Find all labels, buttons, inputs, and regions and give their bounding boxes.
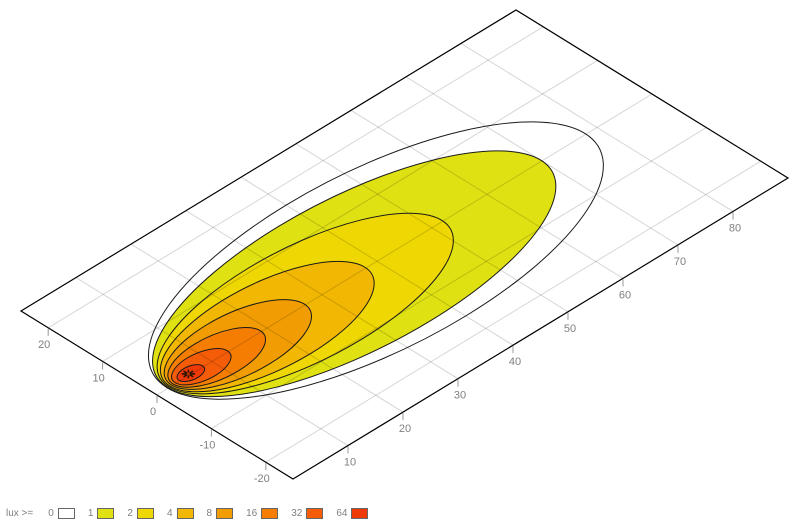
isolux-contour-1 [91,113,617,434]
legend-swatch [351,507,369,519]
legend-title: lux >= [6,507,34,519]
legend-entry: 16 [246,507,279,519]
legend-entry-label: 4 [166,507,173,519]
legend-swatch [176,507,194,519]
legend-swatch [97,507,115,519]
grid-line-x [351,110,623,278]
lamp-marker-center [186,372,191,376]
isolux-contour-2 [111,185,499,422]
legend-entry-label: 8 [206,507,213,519]
legend-entry-label: 0 [48,507,54,519]
legend-swatch [306,507,324,519]
grid-line-x [186,211,458,379]
plane-border [21,10,788,479]
legend-entry: 0 [48,507,75,519]
x-axis-tick-label: 10 [344,457,356,469]
grid-line-y [103,60,598,361]
legend-entry: 2 [127,507,154,519]
legend-swatch [216,507,234,519]
isolux-contour-0 [77,78,675,443]
isolux-contour-16 [151,317,282,397]
legend-entry-label: 32 [291,507,303,519]
x-axis-tick-label: 20 [399,423,411,435]
plane-group [21,10,788,479]
isolux-contour-64 [172,362,210,385]
y-axis-tick-label: -20 [254,473,270,485]
legend-entry: 1 [87,507,115,519]
y-axis-tick-label: 10 [92,372,104,384]
x-axis-tick-label: 80 [729,222,741,234]
grid-line-y [266,161,761,462]
y-axis-tick-label: -10 [199,440,215,452]
legend-entry-label: 2 [127,507,133,519]
lamp-marker-icon [181,369,196,379]
x-axis-tick-label: 60 [619,289,631,301]
x-axis-tick-label: 50 [564,323,576,335]
grid-line-y [48,27,543,328]
legend: lux >= 0 1 2 4 8 16 32 64 [6,503,369,523]
isolux-contour-32 [161,342,242,391]
legend-entry: 4 [166,507,194,519]
grid-line-x [76,278,348,446]
legend-entry: 64 [336,507,369,519]
legend-swatch [57,507,75,519]
legend-entry: 32 [291,507,324,519]
legend-entry-label: 64 [336,507,348,519]
isolux-contour-4 [126,240,408,412]
y-axis-tick-label: 20 [38,339,50,351]
x-axis-tick-label: 40 [509,356,521,368]
grid-line-x [296,144,568,312]
legend-entry: 8 [206,507,234,519]
isolux-contour-8 [140,285,336,405]
legend-entry-label: 1 [87,507,94,519]
grid-line-y [211,128,706,429]
grid-line-y [157,94,652,395]
x-axis-tick-label: 30 [454,390,466,402]
x-axis-tick-label: 70 [674,256,686,268]
grid-line-x [131,244,403,412]
grid-line-x [461,43,733,211]
legend-entry-label: 16 [246,507,258,519]
legend-swatch [136,507,154,519]
legend-swatch [261,507,279,519]
y-axis-tick-label: 0 [150,406,156,418]
